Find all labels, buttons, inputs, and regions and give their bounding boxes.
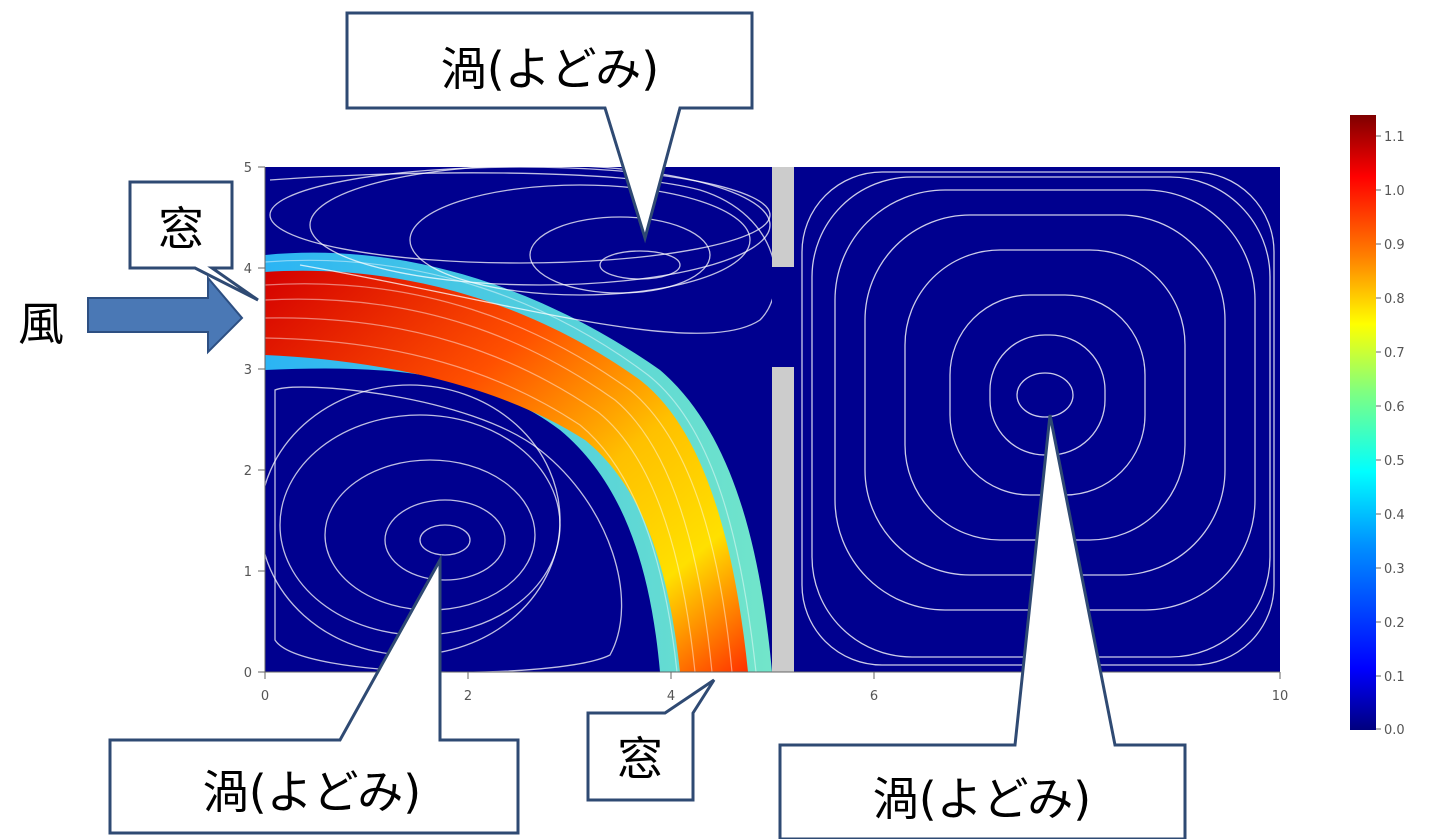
flow-field	[265, 167, 1280, 672]
colorbar: 0.0 0.1 0.2 0.3 0.4 0.5 0.6 0.7 0.8 0.9 …	[1350, 115, 1405, 738]
colorbar-tick: 0.9	[1384, 238, 1405, 253]
wall-lower	[772, 367, 794, 672]
wind-indicator: 風	[18, 275, 244, 355]
wall-upper	[772, 167, 794, 267]
callout-vortex-right-text: 渦(よどみ)	[873, 772, 1092, 826]
callout-vortex-top-text: 渦(よどみ)	[441, 42, 660, 96]
colorbar-tick: 0.0	[1384, 723, 1405, 738]
partition-wall	[772, 167, 794, 672]
colorbar-tick: 0.7	[1384, 346, 1405, 361]
colorbar-tick: 0.6	[1384, 400, 1405, 415]
colorbar-tick: 1.1	[1384, 130, 1405, 145]
colorbar-tick: 0.1	[1384, 670, 1405, 685]
callout-window-left: 窓	[128, 180, 259, 302]
y-tick-label: 1	[244, 565, 252, 580]
callout-vortex-top: 渦(よどみ)	[345, 11, 754, 244]
callout-window-bottom: 窓	[586, 678, 716, 802]
callout-vortex-bottom-left-text: 渦(よどみ)	[203, 765, 422, 819]
y-tick-label: 2	[244, 464, 252, 479]
colorbar-tick: 0.8	[1384, 292, 1405, 307]
x-tick-label: 2	[464, 689, 472, 704]
colorbar-tick: 0.4	[1384, 508, 1405, 523]
x-tick-label: 10	[1272, 689, 1289, 704]
callout-window-bottom-text: 窓	[617, 732, 663, 786]
x-axis-ticks: 0 2 4 6 10	[261, 672, 1288, 704]
colorbar-tick: 0.2	[1384, 616, 1405, 631]
x-tick-label: 4	[667, 689, 675, 704]
wind-arrow-icon	[87, 275, 244, 355]
x-tick-label: 0	[261, 689, 269, 704]
callout-window-left-text: 窓	[158, 202, 204, 256]
colorbar-tick: 1.0	[1384, 184, 1405, 199]
wind-label: 風	[18, 297, 64, 351]
colorbar-gradient	[1350, 115, 1376, 730]
x-tick-label: 6	[870, 689, 878, 704]
y-tick-label: 4	[244, 262, 252, 277]
y-tick-label: 3	[244, 363, 252, 378]
jet-stream	[265, 252, 772, 672]
callout-vortex-right: 渦(よどみ)	[778, 414, 1187, 839]
callout-vortex-bottom-left: 渦(よどみ)	[108, 554, 520, 835]
y-tick-label: 5	[244, 161, 252, 176]
y-tick-label: 0	[244, 666, 252, 681]
colorbar-tick: 0.3	[1384, 562, 1405, 577]
colorbar-tick: 0.5	[1384, 454, 1405, 469]
y-axis-ticks: 0 1 2 3 4 5	[244, 161, 265, 681]
